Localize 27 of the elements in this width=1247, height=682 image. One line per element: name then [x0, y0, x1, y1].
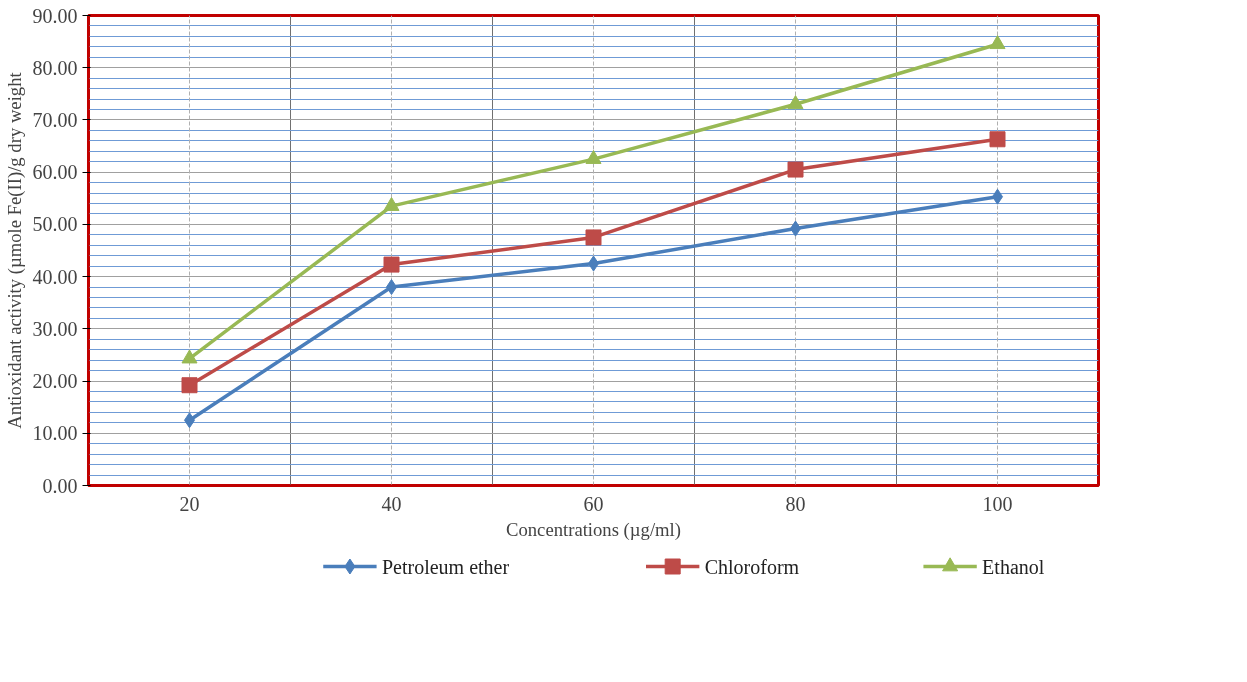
y-tick-label: 0.00	[42, 474, 78, 497]
y-tick-label: 10.00	[32, 422, 78, 445]
x-axis-title: Concentrations (µg/ml)	[506, 518, 681, 541]
legend-label: Petroleum ether	[381, 555, 510, 578]
x-tick-label: 20	[179, 492, 200, 515]
point	[787, 161, 804, 178]
x-tick-label: 40	[381, 492, 402, 515]
point	[585, 229, 602, 246]
point	[989, 131, 1006, 148]
point	[989, 35, 1006, 50]
y-tick-label: 30.00	[32, 317, 78, 340]
y-axis-title: Antioxidant activity (µmole Fe(II)/g dry weight	[3, 71, 26, 429]
legend-label: Chloroform	[704, 555, 800, 578]
y-tick-label: 40.00	[32, 265, 78, 288]
y-tick-label: 60.00	[32, 161, 78, 184]
x-tick-label: 60	[583, 492, 604, 515]
y-tick-label: 80.00	[32, 56, 78, 79]
x-tick-label: 100	[982, 492, 1013, 515]
x-tick-label: 80	[785, 492, 806, 515]
point	[383, 256, 400, 273]
y-tick-label: 20.00	[32, 370, 78, 393]
y-tick-label: 90.00	[32, 4, 78, 27]
legend-label: Ethanol	[982, 555, 1045, 578]
point	[787, 95, 804, 110]
point	[181, 377, 198, 394]
y-tick-label: 50.00	[32, 213, 78, 236]
y-tick-label: 70.00	[32, 108, 78, 131]
